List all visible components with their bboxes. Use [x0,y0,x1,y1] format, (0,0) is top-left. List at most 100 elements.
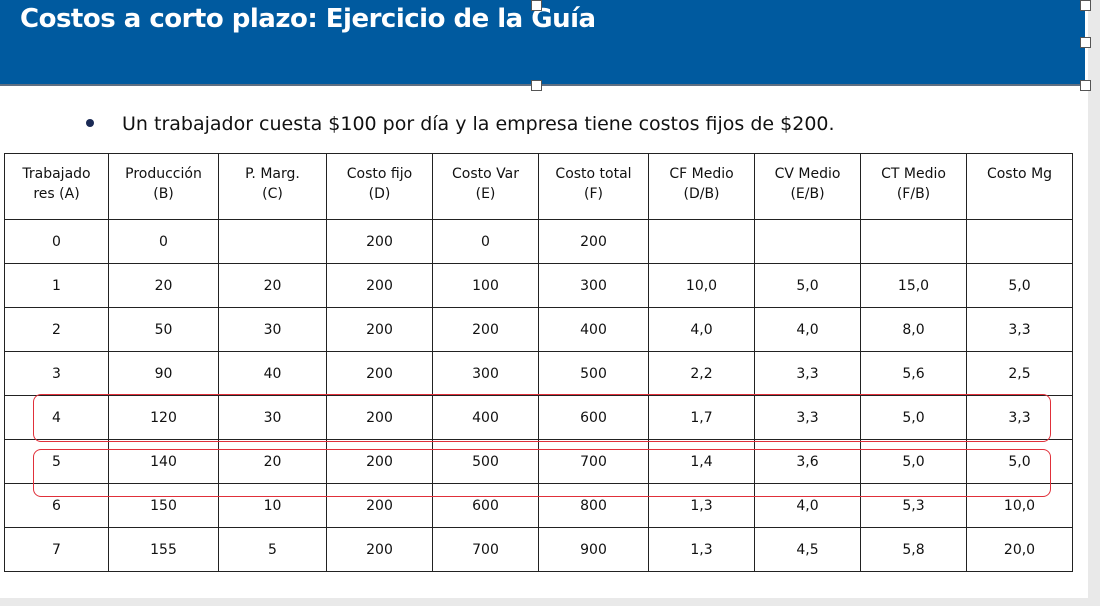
column-header-line: (E/B) [790,186,825,202]
table-cell[interactable]: 2,2 [648,351,755,396]
table-cell[interactable]: 10,0 [648,263,755,308]
column-header-line: (F) [584,186,603,202]
table-cell[interactable]: 155 [108,527,219,572]
table-header-row: Trabajado res (A) Producción (B) P. Marg. (C)… [4,153,1073,220]
table-cell[interactable]: 200 [538,219,649,264]
table-cell[interactable]: 5,0 [966,439,1073,484]
table-cell[interactable]: 1,4 [648,439,755,484]
table-row: 4 120 30 200 400 600 1,7 3,3 5,0 3,3 [4,395,1073,440]
table-cell[interactable]: 20,0 [966,527,1073,572]
bottom-gutter [0,598,1100,606]
table-cell[interactable]: 400 [538,307,649,352]
column-header-line: Costo Var [452,166,519,182]
table-cell[interactable]: 15,0 [860,263,967,308]
table-cell[interactable]: 140 [108,439,219,484]
table-cell[interactable]: 700 [538,439,649,484]
table-cell[interactable]: 5,0 [860,439,967,484]
table-cell[interactable]: 3 [4,351,109,396]
table-row: 3 90 40 200 300 500 2,2 3,3 5,6 2,5 [4,351,1073,396]
table-cell[interactable]: 150 [108,483,219,528]
table-cell[interactable]: 3,3 [754,395,861,440]
table-row: 0 0 200 0 200 [4,219,1073,264]
table-cell[interactable]: 5,8 [860,527,967,572]
table-cell[interactable]: 900 [538,527,649,572]
table-cell[interactable]: 3,3 [754,351,861,396]
table-cell[interactable]: 300 [432,351,539,396]
table-cell[interactable]: 20 [108,263,219,308]
table-cell[interactable]: 5,0 [754,263,861,308]
table-cell[interactable]: 200 [326,263,433,308]
table-row: 1 20 20 200 100 300 10,0 5,0 15,0 5,0 [4,263,1073,308]
table-cell[interactable] [218,219,327,264]
bullet-text[interactable]: Un trabajador cuesta $100 por día y la e… [122,113,835,135]
table-cell[interactable]: 200 [326,351,433,396]
slide-title[interactable]: Costos a corto plazo: Ejercicio de la Gu… [20,4,596,34]
table-cell[interactable]: 0 [108,219,219,264]
table-cell[interactable]: 200 [326,219,433,264]
title-bar[interactable]: Costos a corto plazo: Ejercicio de la Gu… [0,0,1085,86]
right-gutter [1088,0,1100,606]
table-cell[interactable]: 5,0 [860,395,967,440]
resize-handle-top-center[interactable] [531,0,542,11]
column-header-line: CV Medio [774,166,841,182]
table-cell[interactable]: 4,0 [648,307,755,352]
resize-handle-top-right[interactable] [1080,0,1091,11]
column-header-line: (B) [153,186,174,202]
table-cell[interactable]: 0 [4,219,109,264]
table-cell[interactable]: 300 [538,263,649,308]
table-cell[interactable]: 5,3 [860,483,967,528]
table-cell[interactable]: 10 [218,483,327,528]
resize-handle-bottom-center[interactable] [531,80,542,91]
table-cell[interactable]: 4 [4,395,109,440]
table-cell[interactable]: 40 [218,351,327,396]
table-cell[interactable]: 2 [4,307,109,352]
table-cell[interactable]: 1,7 [648,395,755,440]
resize-handle-middle-right[interactable] [1080,37,1091,48]
table-cell[interactable]: 4,0 [754,307,861,352]
table-cell[interactable]: 120 [108,395,219,440]
column-header: P. Marg. (C) [218,153,327,220]
table-cell[interactable]: 200 [432,307,539,352]
table-cell[interactable]: 600 [538,395,649,440]
table-cell[interactable]: 700 [432,527,539,572]
table-cell[interactable]: 7 [4,527,109,572]
table-cell[interactable]: 90 [108,351,219,396]
table-cell[interactable]: 30 [218,395,327,440]
table-cell[interactable]: 5,6 [860,351,967,396]
column-header-line: Costo Mg [986,166,1053,182]
table-cell[interactable]: 500 [538,351,649,396]
table-cell[interactable]: 200 [326,395,433,440]
table-cell[interactable]: 30 [218,307,327,352]
table-cell[interactable]: 20 [218,263,327,308]
table-cell[interactable]: 200 [326,307,433,352]
table-cell[interactable]: 3,3 [966,395,1073,440]
table-cell[interactable]: 0 [432,219,539,264]
table-cell[interactable]: 5,0 [966,263,1073,308]
table-cell[interactable]: 5 [218,527,327,572]
column-header: CT Medio (F/B) [860,153,967,220]
table-cell[interactable]: 400 [432,395,539,440]
table-cell[interactable]: 2,5 [966,351,1073,396]
table-cell[interactable] [648,219,755,264]
table-cell[interactable] [754,219,861,264]
table-cell[interactable]: 3,6 [754,439,861,484]
column-header-line: (D) [368,186,391,202]
table-cell[interactable]: 10,0 [966,483,1073,528]
table-cell[interactable]: 20 [218,439,327,484]
table-row: 2 50 30 200 200 400 4,0 4,0 8,0 3,3 [4,307,1073,352]
table-cell[interactable]: 4,5 [754,527,861,572]
table-cell[interactable]: 1,3 [648,527,755,572]
table-cell[interactable]: 50 [108,307,219,352]
table-cell[interactable]: 200 [326,483,433,528]
resize-handle-bottom-right[interactable] [1080,80,1091,91]
table-cell[interactable]: 4,0 [754,483,861,528]
table-cell[interactable]: 100 [432,263,539,308]
table-cell[interactable]: 200 [326,439,433,484]
table-cell[interactable]: 1 [4,263,109,308]
table-cell[interactable]: 8,0 [860,307,967,352]
table-cell[interactable] [966,219,1073,264]
table-cell[interactable]: 3,3 [966,307,1073,352]
table-cell[interactable]: 200 [326,527,433,572]
cost-table[interactable]: Trabajado res (A) Producción (B) P. Marg. (C)… [4,153,1073,572]
table-cell[interactable] [860,219,967,264]
